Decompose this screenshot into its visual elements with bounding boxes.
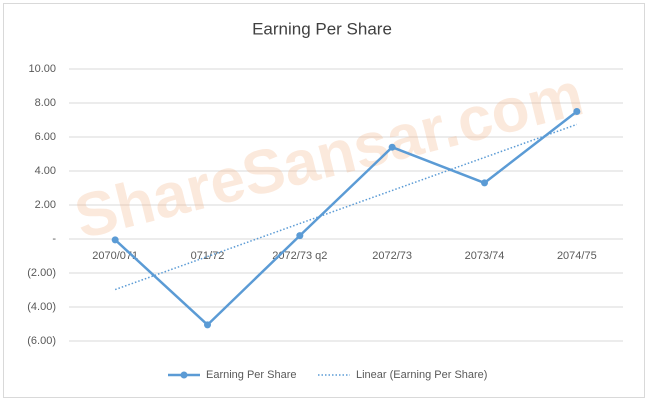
legend-label: Earning Per Share — [206, 369, 297, 381]
x-tick-label: 2072/73 — [372, 250, 412, 262]
x-tick-label: 2074/75 — [557, 250, 597, 262]
y-tick-label: 6.00 — [35, 131, 56, 143]
y-tick-label: (6.00) — [27, 335, 56, 347]
legend-label: Linear (Earning Per Share) — [356, 369, 487, 381]
y-tick-label: 8.00 — [35, 97, 56, 109]
data-point — [481, 179, 488, 187]
chart-title: Earning Per Share — [252, 19, 392, 38]
data-point — [296, 232, 304, 240]
trendline — [114, 123, 578, 291]
data-point — [111, 236, 119, 244]
series-line — [114, 110, 578, 327]
y-tick-label: 2.00 — [35, 199, 56, 211]
data-point — [204, 321, 211, 329]
y-tick-label: 4.00 — [35, 165, 56, 177]
x-tick-label: 2070/071 — [92, 250, 138, 262]
legend-marker — [180, 371, 188, 379]
data-point — [573, 108, 581, 115]
x-tick-label: 2072/73 q2 — [272, 250, 327, 262]
data-point — [388, 143, 396, 151]
y-tick-label: (2.00) — [27, 267, 56, 279]
y-tick-label: (4.00) — [27, 301, 56, 313]
y-tick-label: - — [52, 233, 56, 245]
y-tick-label: 10.00 — [28, 63, 56, 75]
x-tick-label: 2073/74 — [465, 250, 505, 262]
